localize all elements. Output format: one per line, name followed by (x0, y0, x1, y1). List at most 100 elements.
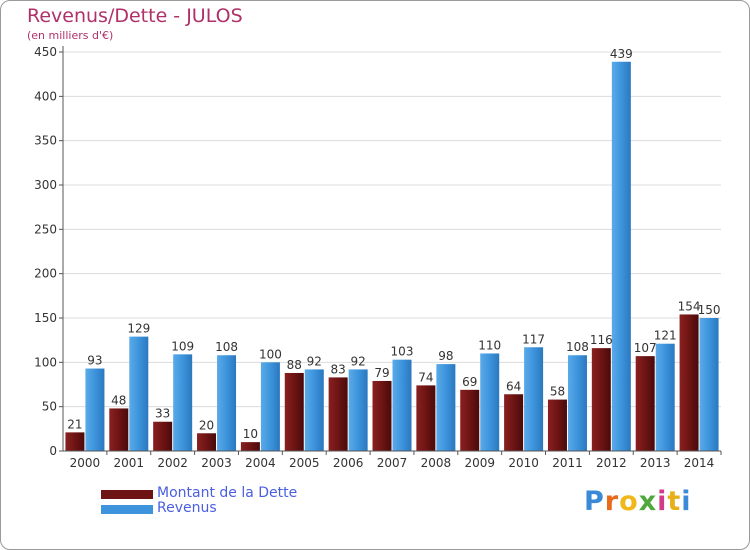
bar-dette-2013 (635, 356, 655, 451)
value-label-dette-2014: 154 (678, 299, 701, 313)
value-label-dette-2005: 88 (287, 358, 302, 372)
value-label-dette-2011: 58 (550, 385, 565, 399)
value-label-dette-2009: 69 (462, 375, 477, 389)
chart-subtitle: (en milliers d'€) (27, 29, 114, 42)
bar-dette-2005 (284, 372, 304, 451)
logo-letter: P (584, 486, 605, 517)
bar-revenus-2014 (699, 318, 719, 451)
value-label-revenus-2012: 439 (610, 47, 633, 61)
x-tick-label-2007: 2007 (377, 456, 408, 470)
bar-dette-2007 (372, 380, 392, 451)
logo-letter: r (604, 486, 620, 517)
bar-dette-2014 (679, 314, 699, 451)
bar-revenus-2001 (129, 336, 149, 451)
value-label-revenus-2000: 93 (87, 354, 102, 368)
value-label-revenus-2004: 100 (259, 347, 282, 361)
bar-dette-2003 (197, 433, 217, 451)
y-tick-label: 250 (34, 222, 57, 236)
bar-dette-2011 (547, 399, 567, 451)
y-tick-label: 50 (42, 400, 57, 414)
x-tick-label-2012: 2012 (596, 456, 627, 470)
value-label-revenus-2002: 109 (171, 339, 194, 353)
bar-revenus-2005 (304, 369, 324, 451)
value-label-revenus-2010: 117 (522, 332, 545, 346)
bar-dette-2008 (416, 385, 436, 451)
x-tick-label-2002: 2002 (157, 456, 188, 470)
value-label-dette-2007: 79 (374, 366, 389, 380)
bar-revenus-2013 (655, 343, 675, 451)
value-label-revenus-2007: 103 (391, 345, 414, 359)
x-tick-label-2005: 2005 (289, 456, 320, 470)
bar-dette-2010 (504, 394, 524, 451)
value-label-dette-2002: 33 (155, 407, 170, 421)
bar-revenus-2006 (348, 369, 368, 451)
bar-revenus-2012 (611, 61, 631, 452)
y-tick-label: 150 (34, 311, 57, 325)
legend-label-dette: Montant de la Dette (157, 485, 298, 501)
y-tick-label: 450 (34, 45, 57, 59)
proxiti-logo: Proxiti (584, 486, 692, 517)
logo-letter: i (681, 486, 692, 517)
value-label-revenus-2003: 108 (215, 340, 238, 354)
value-label-revenus-2009: 110 (478, 338, 501, 352)
bar-dette-2012 (591, 348, 611, 451)
value-label-revenus-2014: 150 (698, 303, 721, 317)
value-label-revenus-2008: 98 (438, 349, 453, 363)
bar-revenus-2010 (524, 347, 544, 451)
bar-revenus-2009 (480, 353, 500, 451)
bar-revenus-2002 (173, 354, 193, 451)
x-tick-label-2009: 2009 (464, 456, 495, 470)
value-label-dette-2010: 64 (506, 379, 521, 393)
bar-revenus-2008 (436, 364, 456, 451)
x-tick-label-2003: 2003 (201, 456, 232, 470)
y-tick-label: 300 (34, 178, 57, 192)
value-label-revenus-2011: 108 (566, 340, 589, 354)
value-label-dette-2012: 116 (590, 333, 613, 347)
logo-letter: x (638, 486, 658, 517)
x-tick-label-2014: 2014 (684, 456, 715, 470)
bar-revenus-2011 (567, 355, 587, 451)
x-tick-label-2010: 2010 (508, 456, 539, 470)
logo-letter: i (657, 486, 668, 517)
value-label-dette-2000: 21 (67, 417, 82, 431)
bar-dette-2009 (460, 389, 480, 451)
bar-dette-2000 (65, 432, 85, 451)
x-tick-label-2004: 2004 (245, 456, 276, 470)
value-label-revenus-2013: 121 (654, 329, 677, 343)
bar-revenus-2000 (85, 368, 105, 451)
chart-title: Revenus/Dette - JULOS (27, 5, 243, 27)
bar-revenus-2004 (260, 362, 280, 451)
y-tick-label: 100 (34, 355, 57, 369)
bar-dette-2002 (153, 421, 173, 451)
x-tick-label-2011: 2011 (552, 456, 583, 470)
value-label-dette-2004: 10 (243, 427, 258, 441)
logo-letter: t (667, 486, 682, 517)
bar-revenus-2003 (217, 355, 237, 451)
y-tick-label: 0 (49, 444, 57, 458)
bar-dette-2006 (328, 377, 348, 451)
y-tick-label: 400 (34, 89, 57, 103)
logo-letter: o (619, 486, 639, 517)
value-label-revenus-2005: 92 (307, 354, 322, 368)
bar-revenus-2007 (392, 359, 412, 451)
value-label-revenus-2001: 129 (127, 322, 150, 336)
y-tick-label: 200 (34, 267, 57, 281)
x-tick-label-2000: 2000 (70, 456, 101, 470)
value-label-dette-2008: 74 (418, 370, 433, 384)
x-tick-label-2008: 2008 (421, 456, 452, 470)
legend-swatch-dette (101, 490, 153, 499)
bar-dette-2004 (240, 442, 260, 451)
x-tick-label-2013: 2013 (640, 456, 671, 470)
value-label-dette-2013: 107 (634, 341, 657, 355)
value-label-revenus-2006: 92 (350, 354, 365, 368)
x-tick-label-2001: 2001 (114, 456, 145, 470)
value-label-dette-2003: 20 (199, 418, 214, 432)
legend-swatch-revenus (101, 505, 153, 514)
legend-label-revenus: Revenus (157, 500, 217, 516)
bar-dette-2001 (109, 408, 129, 451)
value-label-dette-2001: 48 (111, 393, 126, 407)
y-tick-label: 350 (34, 134, 57, 148)
x-tick-label-2006: 2006 (333, 456, 364, 470)
